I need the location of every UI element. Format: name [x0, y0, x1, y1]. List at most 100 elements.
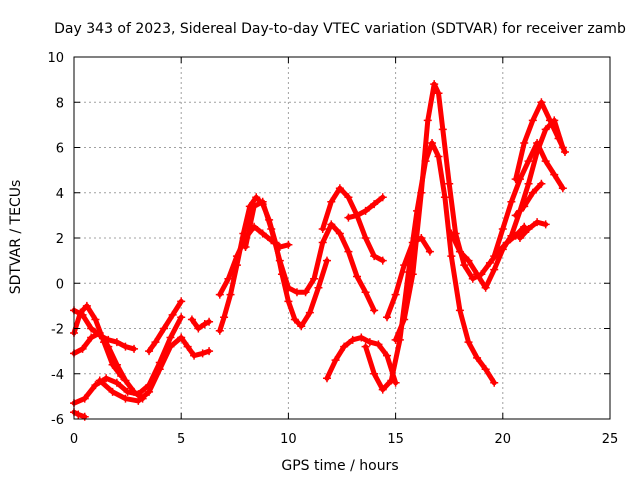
- data-point: [423, 116, 432, 125]
- data-point: [205, 347, 214, 356]
- series-arc-6: [95, 333, 214, 405]
- data-point: [187, 315, 196, 324]
- data-point: [297, 322, 306, 331]
- data-point: [250, 202, 259, 211]
- data-point: [391, 335, 400, 344]
- data-point: [447, 252, 456, 261]
- data-point: [400, 315, 409, 324]
- data-point: [430, 80, 439, 89]
- data-point: [455, 306, 464, 315]
- data-point: [428, 138, 437, 147]
- series-arc-17: [383, 234, 434, 322]
- data-point: [252, 193, 261, 202]
- data-point: [183, 342, 192, 351]
- series-arc-21: [515, 218, 550, 242]
- data-point: [166, 342, 175, 351]
- data-point: [275, 256, 284, 265]
- x-tick-label: 20: [495, 432, 512, 447]
- data-point: [391, 290, 400, 299]
- data-point: [215, 326, 224, 335]
- data-point: [554, 134, 563, 143]
- data-point: [301, 288, 310, 297]
- data-point: [417, 188, 426, 197]
- data-point: [434, 152, 443, 161]
- data-point: [198, 349, 207, 358]
- data-point: [121, 342, 130, 351]
- data-point: [284, 240, 293, 249]
- data-point: [80, 394, 89, 403]
- y-tick-label: -6: [51, 413, 64, 428]
- data-point: [190, 351, 199, 360]
- data-point: [224, 274, 233, 283]
- data-point: [485, 258, 494, 267]
- data-point: [365, 338, 374, 347]
- data-point: [134, 390, 143, 399]
- data-point: [468, 274, 477, 283]
- series-arc-12: [318, 184, 387, 265]
- data-point: [387, 376, 396, 385]
- series-arc-7: [145, 297, 186, 356]
- y-tick-label: 8: [56, 96, 64, 111]
- series-arc-15: [361, 138, 499, 394]
- data-point: [177, 333, 186, 342]
- data-point: [425, 247, 434, 256]
- x-tick-label: 10: [280, 432, 297, 447]
- data-point: [464, 338, 473, 347]
- data-point: [391, 378, 400, 387]
- data-point: [511, 175, 520, 184]
- data-point: [151, 338, 160, 347]
- data-series: [70, 80, 569, 421]
- data-point: [290, 315, 299, 324]
- series-trace: [320, 185, 386, 264]
- data-point: [168, 310, 177, 319]
- data-point: [91, 381, 100, 390]
- data-point: [335, 184, 344, 193]
- data-point: [370, 252, 379, 261]
- series-trace: [517, 219, 549, 241]
- y-tick-label: 4: [56, 187, 64, 202]
- data-point: [267, 224, 276, 233]
- data-point: [130, 344, 139, 353]
- data-point: [507, 231, 516, 240]
- data-point: [155, 365, 164, 374]
- data-point: [353, 211, 362, 220]
- data-point: [318, 238, 327, 247]
- data-point: [284, 283, 293, 292]
- data-point: [537, 98, 546, 107]
- series-arc-11: [241, 197, 379, 315]
- data-point: [408, 238, 417, 247]
- data-point: [533, 218, 542, 227]
- data-point: [481, 283, 490, 292]
- data-point: [74, 410, 83, 419]
- data-point: [177, 313, 186, 322]
- data-point: [87, 333, 96, 342]
- data-point: [95, 376, 104, 385]
- series-trace: [513, 181, 544, 218]
- data-point: [541, 125, 550, 134]
- data-point: [541, 220, 550, 229]
- data-point: [232, 252, 241, 261]
- data-point: [145, 347, 154, 356]
- data-point: [177, 297, 186, 306]
- data-point: [327, 197, 336, 206]
- data-point: [361, 206, 370, 215]
- data-point: [524, 157, 533, 166]
- x-tick-label: 0: [70, 432, 78, 447]
- series-arc-13: [344, 193, 387, 222]
- data-point: [318, 224, 327, 233]
- data-point: [82, 301, 91, 310]
- data-point: [335, 229, 344, 238]
- series-trace: [384, 235, 433, 320]
- x-tick-label: 5: [177, 432, 185, 447]
- data-point: [220, 313, 229, 322]
- data-point: [524, 179, 533, 188]
- data-point: [481, 365, 490, 374]
- data-point: [370, 369, 379, 378]
- data-point: [205, 317, 214, 326]
- data-point: [550, 170, 559, 179]
- data-point: [440, 193, 449, 202]
- data-point: [511, 211, 520, 220]
- data-point: [361, 234, 370, 242]
- series-arc-8: [187, 315, 214, 333]
- series-trace: [189, 316, 212, 331]
